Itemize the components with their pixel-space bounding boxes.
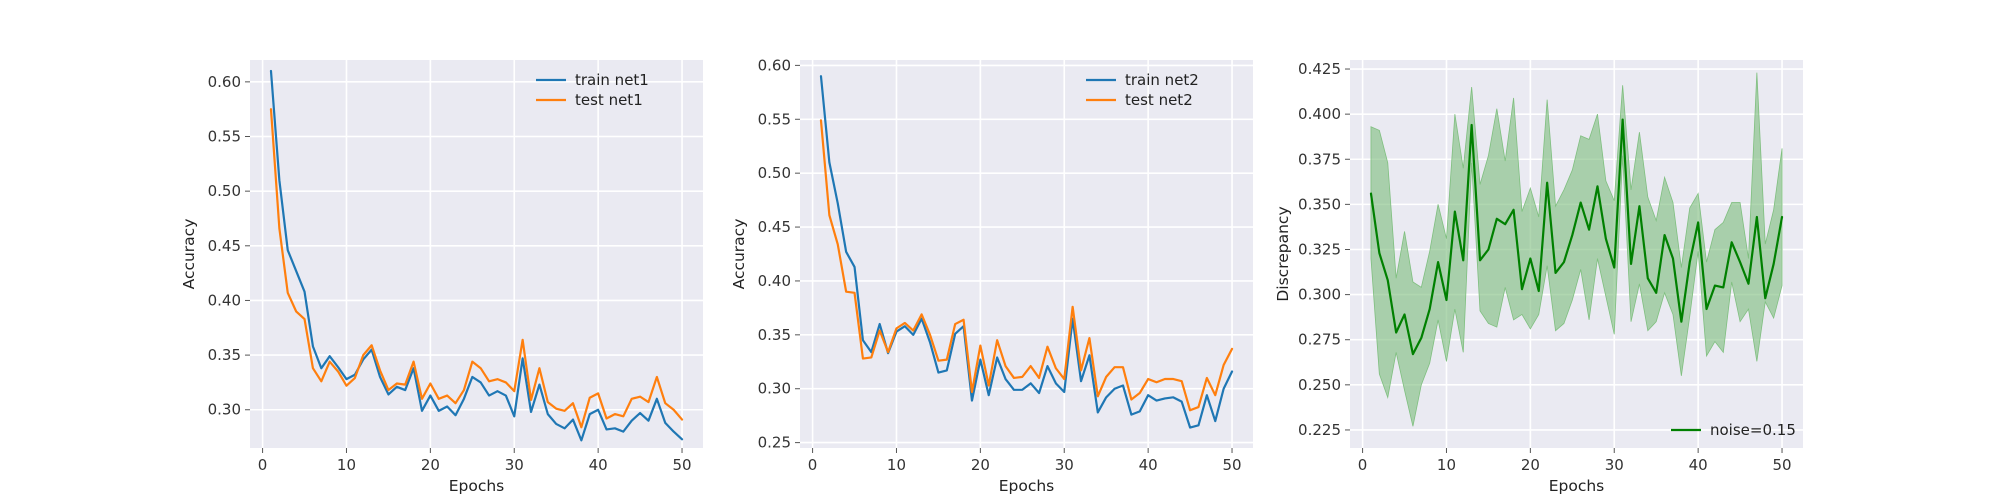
legend-label: noise=0.15 (1710, 421, 1796, 439)
panel-accuracy-net2: 0 10 20 30 40 50 0.25 0.30 0.35 0.40 0.45 0.50 0.55 0… (730, 56, 1253, 495)
y-tick-label: 0.55 (758, 110, 791, 128)
x-tick-label: 10 (887, 456, 906, 474)
y-tick-label: 0.50 (758, 164, 791, 182)
y-axis-label: Discrepancy (1274, 206, 1292, 301)
y-tick-label: 0.250 (1298, 376, 1341, 394)
y-tick-label: 0.225 (1298, 421, 1341, 439)
series-line-test-net2 (819, 119, 1234, 412)
y-axis-label: Accuracy (730, 219, 748, 290)
x-tick-label: 30 (1605, 456, 1624, 474)
y-tick-label: 0.375 (1298, 150, 1341, 168)
legend: noise=0.15 (1671, 421, 1796, 439)
x-axis-label: Epochs (999, 477, 1055, 495)
x-tick-label: 0 (808, 456, 818, 474)
x-axis-label: Epochs (1549, 477, 1605, 495)
y-tick-label: 0.35 (758, 326, 791, 344)
plot-area (250, 60, 703, 448)
y-tick-label: 0.35 (208, 346, 241, 364)
y-axis-label: Accuracy (180, 219, 198, 290)
y-tick-label: 0.55 (208, 128, 241, 146)
y-tick-label: 0.325 (1298, 240, 1341, 258)
y-tick-label: 0.40 (208, 291, 241, 309)
y-tick-label: 0.25 (758, 434, 791, 452)
y-tick-label: 0.50 (208, 182, 241, 200)
legend-label: train net2 (1125, 71, 1199, 89)
y-tick-label: 0.425 (1298, 60, 1341, 78)
x-axis-label: Epochs (449, 477, 505, 495)
x-tick-label: 40 (589, 456, 608, 474)
legend: train net1 test net1 (536, 71, 649, 109)
panel-discrepancy: 0 10 20 30 40 50 0.225 0.250 0.275 0.300 0.325 0.35… (1274, 60, 1803, 495)
x-tick-label: 50 (1772, 456, 1791, 474)
x-tick-label: 50 (1222, 456, 1241, 474)
x-tick-label: 20 (1521, 456, 1540, 474)
x-tick-label: 30 (1055, 456, 1074, 474)
x-tick-label: 20 (971, 456, 990, 474)
legend-label: train net1 (575, 71, 649, 89)
x-tick-label: 40 (1689, 456, 1708, 474)
y-tick-label: 0.60 (208, 73, 241, 91)
x-tick-label: 50 (672, 456, 691, 474)
legend-label: test net1 (575, 91, 643, 109)
y-tick-label: 0.40 (758, 272, 791, 290)
y-tick-label: 0.45 (758, 218, 791, 236)
y-tick-label: 0.350 (1298, 195, 1341, 213)
y-tick-label: 0.300 (1298, 286, 1341, 304)
x-tick-label: 0 (258, 456, 268, 474)
y-tick-label: 0.30 (758, 380, 791, 398)
x-tick-label: 30 (505, 456, 524, 474)
y-tick-label: 0.275 (1298, 331, 1341, 349)
y-tick-label: 0.45 (208, 237, 241, 255)
y-tick-label: 0.30 (208, 401, 241, 419)
y-tick-label: 0.60 (758, 56, 791, 74)
series-line-train-net1 (269, 69, 684, 442)
y-tick-label: 0.400 (1298, 105, 1341, 123)
x-tick-label: 0 (1358, 456, 1368, 474)
panel-accuracy-net1: 0 10 20 30 40 50 0.30 0.35 0.40 0.45 0.50 0.55 0.60 E… (180, 60, 703, 495)
x-tick-label: 20 (421, 456, 440, 474)
plot-area (800, 60, 1253, 448)
legend-label: test net2 (1125, 91, 1193, 109)
x-tick-label: 40 (1139, 456, 1158, 474)
x-tick-label: 10 (1437, 456, 1456, 474)
legend: train net2 test net2 (1086, 71, 1199, 109)
x-tick-label: 10 (337, 456, 356, 474)
series-line-noise-0-15 (1369, 118, 1784, 356)
series-line-test-net1 (269, 108, 684, 429)
